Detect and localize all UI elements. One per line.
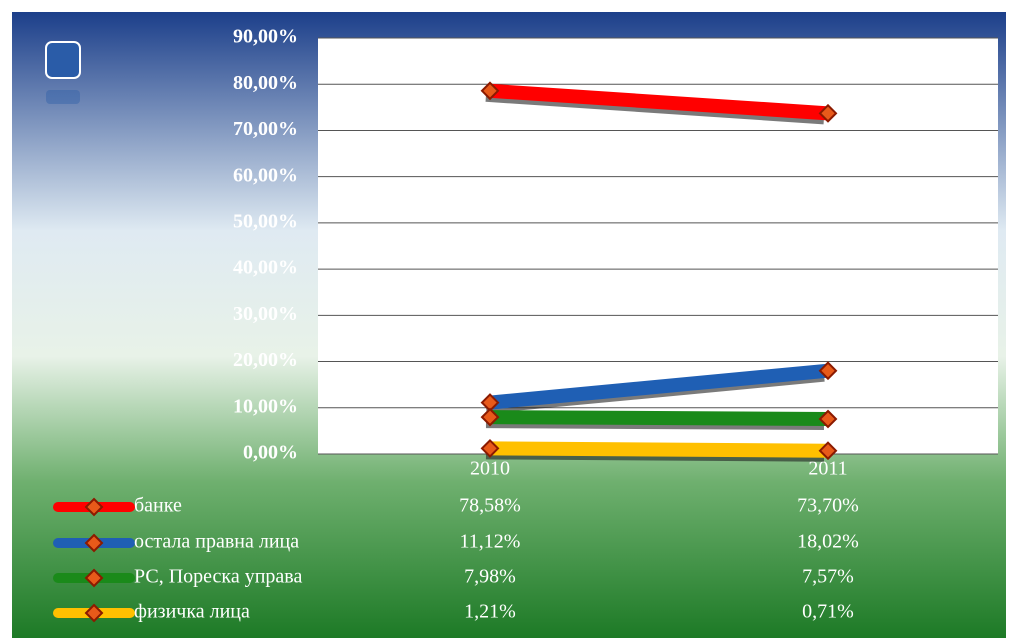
y-tick-label: 30,00% bbox=[233, 303, 298, 325]
y-tick-label: 70,00% bbox=[233, 118, 298, 140]
page: 0,00% 10,00% 20,00% 30,00% 40,00% 50,00% 60,00… bbox=[0, 0, 1018, 640]
y-tick-label: 60,00% bbox=[233, 164, 298, 186]
y-tick-label: 0,00% bbox=[243, 442, 298, 464]
legend-entry: физичка лица bbox=[134, 601, 250, 623]
chart: 0,00% 10,00% 20,00% 30,00% 40,00% 50,00% 60,00… bbox=[0, 0, 1018, 640]
series-line bbox=[490, 448, 828, 450]
y-tick-label: 90,00% bbox=[233, 26, 298, 48]
y-tick-label: 10,00% bbox=[233, 395, 298, 417]
value-label: 0,71% bbox=[802, 601, 854, 623]
legend-entry: остала правна лица bbox=[134, 531, 299, 553]
value-label: 11,12% bbox=[460, 531, 521, 553]
series-line bbox=[490, 417, 828, 419]
y-tick-label: 40,00% bbox=[233, 257, 298, 279]
legend-entry: банке bbox=[134, 495, 182, 517]
value-label: 7,98% bbox=[464, 566, 516, 588]
y-tick-label: 50,00% bbox=[233, 210, 298, 232]
value-label: 1,21% bbox=[464, 601, 516, 623]
y-tick-label: 80,00% bbox=[233, 72, 298, 94]
value-label: 73,70% bbox=[797, 495, 859, 517]
y-tick-label: 20,00% bbox=[233, 349, 298, 371]
value-label: 18,02% bbox=[797, 531, 859, 553]
x-tick-label: 2010 bbox=[470, 458, 510, 480]
value-label: 7,57% bbox=[802, 566, 854, 588]
value-label: 78,58% bbox=[459, 495, 521, 517]
legend-entry: РС, Пореска управа bbox=[134, 566, 302, 588]
logo bbox=[46, 42, 80, 104]
